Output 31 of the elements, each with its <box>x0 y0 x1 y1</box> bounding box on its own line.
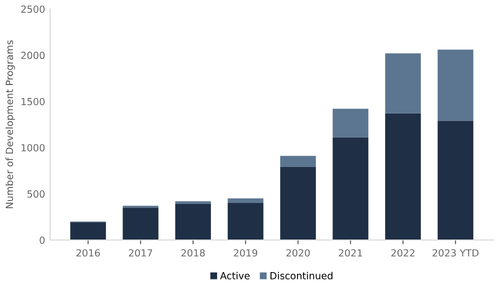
y-tick-label: 1000 <box>22 144 45 152</box>
bar <box>332 108 368 138</box>
x-tick-label: 2022 <box>391 249 414 257</box>
y-tick-label: 500 <box>27 190 45 198</box>
bar <box>332 137 368 240</box>
bar <box>175 204 211 240</box>
x-tick-label: 2020 <box>286 249 310 257</box>
x-tick-label: 2018 <box>181 249 205 257</box>
y-tick-label: 2000 <box>21 52 45 60</box>
bar <box>438 120 474 240</box>
legend-label: Discontinued <box>270 272 332 280</box>
y-axis-title: Number of Development Programs <box>6 40 15 208</box>
y-tick-label: 1500 <box>22 98 45 106</box>
x-tick-label: 2017 <box>128 249 152 257</box>
legend-label: Active <box>220 272 250 280</box>
bar <box>280 156 316 168</box>
bar <box>122 208 158 240</box>
x-tick-label: 2019 <box>234 249 258 257</box>
x-tick-label: 2023 YTD <box>432 249 479 257</box>
bar <box>70 222 106 240</box>
bar <box>228 198 264 204</box>
x-tick-label: 2021 <box>338 249 362 257</box>
y-tick-label: 2500 <box>21 5 45 13</box>
x-tick-label: 2016 <box>76 249 100 257</box>
y-tick-label: 0 <box>40 236 45 244</box>
bar <box>385 113 421 240</box>
bar <box>385 53 421 114</box>
bar <box>228 203 264 240</box>
bar <box>438 50 474 121</box>
bar <box>175 201 211 204</box>
bar <box>280 167 316 240</box>
